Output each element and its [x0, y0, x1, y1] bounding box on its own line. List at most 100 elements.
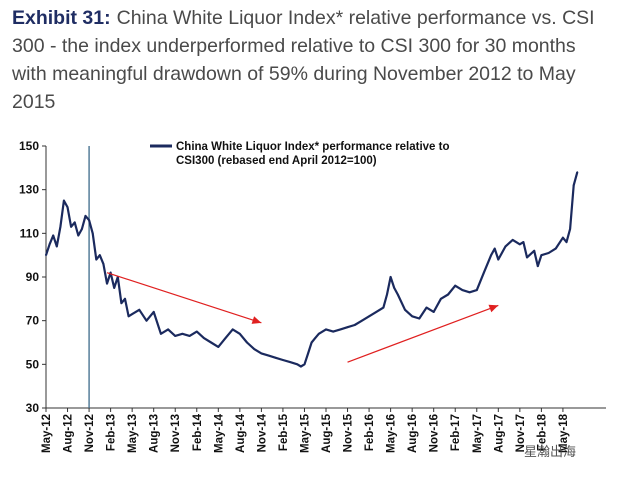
- series-point: [138, 308, 141, 311]
- series-point: [325, 328, 327, 331]
- x-tick-label: Feb-15: [278, 413, 290, 451]
- series-point: [88, 219, 90, 222]
- series-point: [59, 225, 62, 228]
- series-point: [368, 315, 370, 318]
- series-point: [310, 341, 313, 344]
- x-tick-label: Feb-16: [364, 414, 376, 451]
- series-point: [203, 337, 205, 339]
- series-point: [52, 234, 55, 237]
- series-point: [174, 335, 177, 337]
- x-tick-label: Aug-12: [63, 414, 75, 453]
- x-tick-label: Aug-14: [235, 413, 247, 453]
- series-point: [317, 332, 320, 335]
- series-point: [106, 282, 108, 285]
- series-point: [382, 306, 385, 309]
- series-point: [102, 263, 105, 265]
- series-point: [375, 311, 378, 313]
- x-tick-label: Nov-16: [429, 414, 441, 452]
- y-tick-label: 110: [20, 226, 40, 240]
- series-point: [160, 332, 162, 335]
- series-point: [490, 254, 492, 257]
- legend: China White Liquor Index* performance re…: [150, 141, 450, 167]
- series-point: [282, 359, 284, 361]
- y-tick-label: 150: [19, 139, 39, 153]
- series-point: [447, 293, 449, 296]
- series-point: [217, 346, 220, 348]
- series-point: [84, 215, 87, 217]
- series-point: [425, 306, 428, 309]
- series-point: [73, 221, 76, 224]
- x-tick-label: Nov-13: [170, 414, 182, 452]
- x-tick-label: May-13: [127, 414, 139, 453]
- series-point: [120, 302, 123, 305]
- series-point: [536, 265, 539, 267]
- x-tick-label: Aug-17: [493, 414, 505, 453]
- x-tick-label: May-18: [558, 413, 570, 453]
- exhibit-heading: Exhibit 31: China White Liquor Index* rel…: [12, 4, 612, 116]
- series-point: [493, 247, 496, 250]
- series-point: [432, 311, 435, 313]
- series-group: [44, 171, 579, 368]
- series-point: [181, 332, 184, 335]
- series-point: [547, 252, 550, 254]
- x-tick-label: May-17: [472, 414, 484, 453]
- series-point: [576, 171, 579, 174]
- series-point: [300, 365, 302, 368]
- series-point: [188, 335, 191, 337]
- x-tick-label: Aug-13: [149, 414, 161, 453]
- series-point: [246, 341, 248, 344]
- series-point: [353, 324, 356, 326]
- series-point: [91, 232, 94, 235]
- series-point: [396, 293, 399, 296]
- x-tick-label: Nov-14: [256, 413, 268, 452]
- series-point: [195, 330, 198, 333]
- series-point: [77, 234, 80, 237]
- series-point: [63, 199, 65, 202]
- x-tick-label: Feb-14: [192, 413, 204, 451]
- series-point: [526, 256, 528, 259]
- series-point: [127, 315, 130, 318]
- series-point: [231, 328, 234, 331]
- series-point: [393, 287, 396, 289]
- x-tick-label: May-12: [41, 414, 53, 453]
- series-point: [389, 276, 392, 278]
- x-tick-label: Nov-17: [515, 414, 527, 452]
- series-point: [497, 258, 500, 261]
- legend-label-line2: CSI300 (rebased end April 2012=100): [176, 155, 377, 167]
- x-tick-label: May-16: [386, 414, 398, 453]
- series-point: [411, 315, 414, 318]
- series-point: [454, 284, 457, 287]
- series-point: [131, 313, 134, 315]
- series-point: [562, 236, 564, 239]
- series-point: [167, 328, 170, 331]
- x-tick-label: May-14: [213, 413, 225, 453]
- series-point: [66, 206, 69, 209]
- series-point: [540, 254, 543, 257]
- series-point: [95, 258, 98, 261]
- series-point: [404, 308, 406, 311]
- x-tick-label: May-15: [299, 413, 311, 453]
- y-tick-label: 70: [26, 314, 40, 328]
- series-point: [224, 337, 227, 339]
- series-point: [475, 289, 478, 291]
- y-tick-label: 30: [26, 401, 40, 415]
- series-point: [152, 311, 155, 313]
- x-tick-label: Feb-18: [536, 413, 548, 451]
- series-point: [361, 319, 363, 322]
- trend-arrow-0: [106, 272, 262, 324]
- series-point: [332, 330, 335, 333]
- series-point: [124, 297, 126, 300]
- series-point: [98, 254, 101, 257]
- series-point: [289, 361, 291, 363]
- series-point: [569, 228, 571, 230]
- trend-arrow-head-1: [488, 304, 499, 313]
- series-point: [253, 348, 256, 350]
- y-tick-label: 90: [26, 270, 40, 284]
- series-point: [307, 352, 309, 355]
- exhibit-label: Exhibit 31:: [12, 7, 111, 29]
- series-point: [267, 354, 270, 357]
- series-point: [418, 317, 421, 320]
- series-point: [81, 228, 83, 230]
- y-tick-label: 130: [19, 183, 39, 197]
